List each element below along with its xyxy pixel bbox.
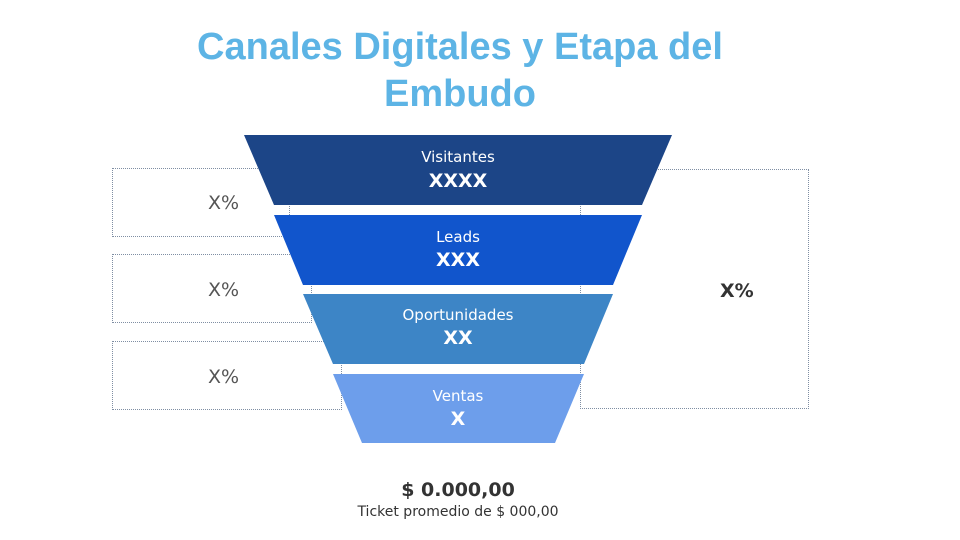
conversion-rate-1: X%	[208, 192, 240, 214]
ticket-value: $ 0.000,00	[401, 479, 515, 501]
funnel-stage-leads	[274, 215, 642, 285]
conversion-box-2	[112, 254, 312, 323]
ticket-label: Ticket promedio de $ 000,00	[357, 504, 559, 520]
stage-name-leads: Leads	[436, 228, 480, 246]
stage-value-oportunidades: XX	[443, 327, 473, 349]
stage-value-leads: XXX	[436, 249, 480, 271]
stage-value-visitantes: XXXX	[428, 170, 488, 192]
funnel-stage-ventas	[333, 374, 584, 443]
stage-name-ventas: Ventas	[432, 387, 484, 405]
funnel-stage-visitantes	[244, 135, 672, 205]
funnel-stage-oportunidades	[303, 294, 613, 364]
page-title: Canales Digitales y Etapa del Embudo	[197, 26, 723, 115]
total-conversion-rate: X%	[720, 280, 754, 302]
conversion-rate-3: X%	[208, 366, 240, 388]
conversion-rate-2: X%	[208, 279, 240, 301]
stage-name-oportunidades: Oportunidades	[402, 306, 514, 324]
stage-name-visitantes: Visitantes	[421, 148, 495, 166]
stage-value-ventas: X	[450, 408, 466, 430]
total-conversion-box	[580, 169, 809, 409]
